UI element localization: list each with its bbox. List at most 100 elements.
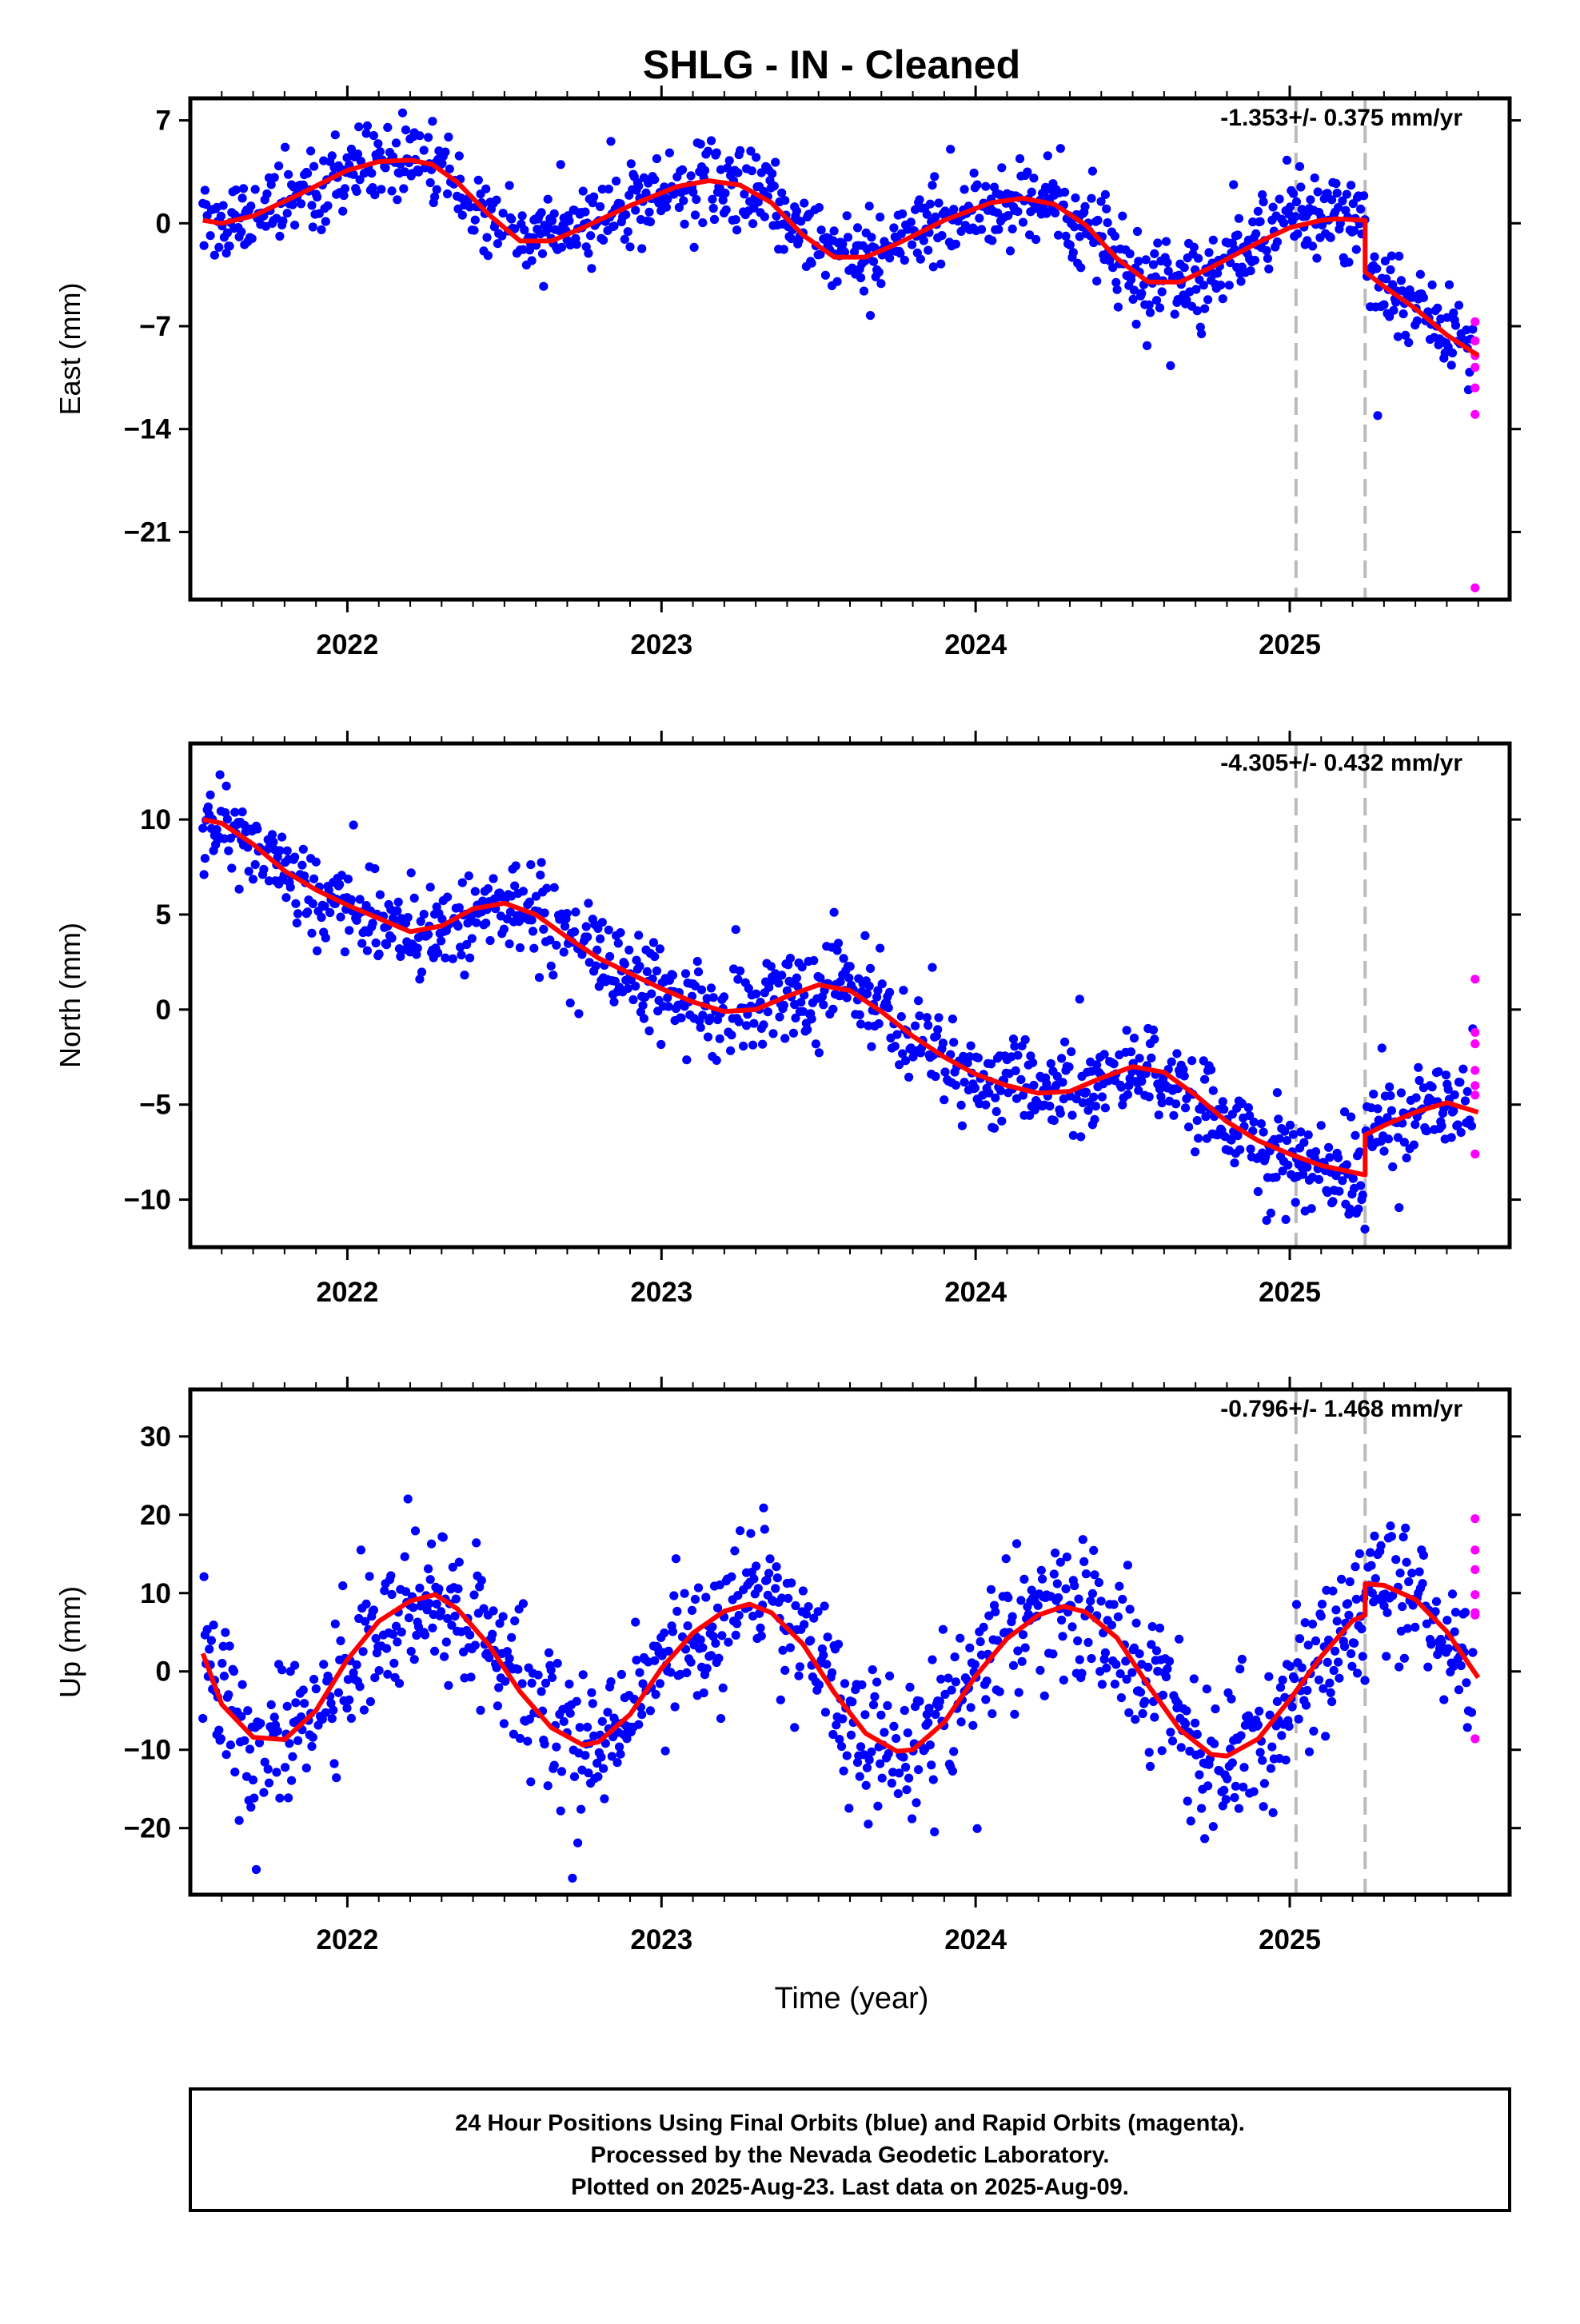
north-point-217 [457,878,467,887]
east-xtick-label-0: 2022 [316,629,378,660]
north-point-602 [933,1025,943,1034]
up-point-873 [1259,1802,1268,1812]
north-point-334 [605,951,615,962]
north-point-243 [489,874,498,883]
up-point-774 [1140,1696,1150,1706]
up-rapid-point-1 [1470,1545,1480,1555]
up-point-71 [285,1739,294,1748]
north-point-76 [291,899,301,908]
east-point-734 [1111,277,1121,287]
east-point-642 [1005,246,1015,256]
north-point-179 [413,943,422,953]
east-point-1023 [1454,301,1464,310]
up-point-548 [864,1820,873,1829]
up-point-995 [1402,1557,1411,1567]
north-point-349 [623,983,632,993]
north-point-470 [774,979,784,988]
up-point-1051 [1468,1648,1478,1657]
north-point-213 [453,922,463,931]
east-point-130 [354,122,364,132]
up-point-1026 [1439,1695,1449,1704]
up-point-333 [603,1708,612,1717]
north-point-91 [311,857,321,867]
north-point-261 [510,881,520,891]
up-point-331 [600,1794,609,1804]
east-point-759 [1142,341,1152,350]
up-point-922 [1319,1684,1328,1693]
east-point-765 [1150,249,1159,258]
up-point-730 [1087,1654,1096,1664]
north-point-1019 [1437,1121,1446,1130]
north-point-145 [374,949,384,959]
north-point-549 [864,981,874,991]
up-point-120 [346,1713,356,1723]
up-point-436 [727,1572,736,1581]
east-point-792 [1182,295,1191,305]
north-point-1028 [1446,1133,1456,1142]
east-point-97 [317,225,326,234]
up-point-561 [880,1728,889,1737]
up-point-261 [510,1616,520,1626]
north-point-290 [545,935,555,945]
north-point-619 [956,1100,966,1110]
north-point-669 [1016,1074,1026,1084]
up-point-667 [1013,1646,1023,1656]
east-point-885 [1295,161,1305,171]
north-point-908 [1303,1130,1313,1140]
north-point-1036 [1456,1127,1466,1138]
north-xtick-label-0: 2022 [316,1277,378,1308]
east-point-604 [960,185,969,194]
east-point-66 [281,142,290,152]
up-point-977 [1379,1601,1389,1611]
up-point-575 [900,1705,909,1716]
north-point-287 [540,908,549,918]
north-point-476 [780,1034,790,1043]
up-point-679 [1027,1585,1036,1595]
up-xtick-label-3: 2025 [1259,1924,1321,1955]
up-point-487 [787,1578,796,1588]
up-point-816 [1191,1718,1200,1728]
up-point-132 [361,1599,371,1608]
east-point-764 [1148,260,1159,269]
north-point-350 [624,945,634,955]
east-point-978 [1401,330,1410,340]
east-point-1 [199,241,209,250]
north-point-431 [726,1046,736,1055]
east-point-832 [1229,180,1239,189]
up-point-576 [901,1762,911,1772]
north-point-987 [1396,1088,1406,1098]
up-point-778 [1145,1761,1155,1772]
north-point-301 [562,909,572,919]
north-point-146 [375,890,385,899]
up-point-810 [1183,1796,1192,1806]
up-point-1040 [1454,1685,1464,1695]
up-point-552 [868,1700,879,1710]
east-point-443 [760,212,769,221]
north-point-64 [277,832,287,842]
up-point-42 [246,1802,256,1812]
up-point-51 [256,1719,265,1728]
up-point-969 [1370,1531,1379,1541]
east-point-297 [578,186,588,196]
east-point-626 [988,236,997,245]
north-point-341 [613,939,623,948]
north-point-492 [797,963,807,972]
up-point-820 [1195,1749,1205,1759]
east-point-92 [309,161,319,171]
up-point-284 [543,1781,553,1791]
north-point-588 [915,1011,924,1021]
east-point-69 [284,169,293,179]
up-point-18 [217,1659,227,1668]
east-point-580 [928,262,938,272]
up-point-731 [1087,1589,1097,1598]
north-point-162 [393,897,403,907]
east-point-140 [369,131,378,141]
north-point-704 [1057,1054,1067,1063]
north-point-200 [437,936,446,946]
up-point-402 [686,1657,696,1667]
up-point-949 [1347,1661,1357,1671]
east-point-752 [1134,257,1143,266]
north-point-635 [973,1053,983,1062]
north-point-156 [387,933,397,943]
north-point-814 [1191,1147,1200,1157]
